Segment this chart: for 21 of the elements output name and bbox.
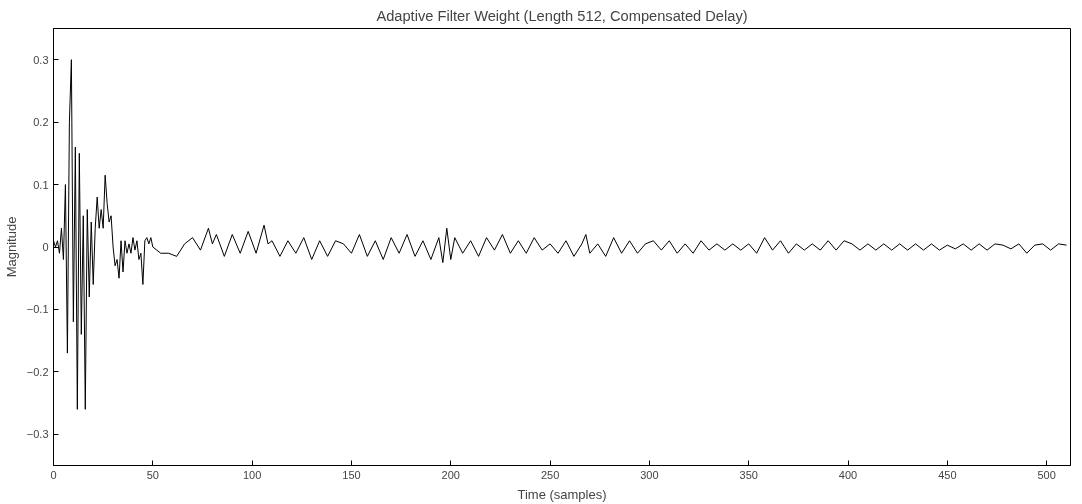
y-tick-label: −0.2: [26, 365, 49, 378]
x-tick-label: 500: [1037, 468, 1056, 481]
y-tick-label: 0.1: [33, 178, 49, 191]
x-tick-label: 250: [540, 468, 560, 481]
x-tick-label: 150: [342, 468, 361, 481]
x-tick-label: 400: [838, 468, 858, 481]
x-tick-label: 200: [441, 468, 460, 481]
x-tick-label: 0: [50, 468, 57, 481]
y-tick-label: −0.3: [26, 428, 49, 441]
y-tick-label: 0.2: [33, 116, 49, 129]
x-tick-label: 450: [938, 468, 957, 481]
x-axis-title: Time (samples): [517, 486, 607, 502]
y-axis-title: Magnitude: [3, 216, 19, 278]
y-tick-label: 0.3: [33, 53, 49, 66]
chart-title: Adaptive Filter Weight (Length 512, Compensated Delay): [376, 7, 748, 24]
x-tick-label: 100: [242, 468, 262, 481]
y-tick-label: −0.1: [26, 303, 49, 316]
y-tick-label: 0: [42, 241, 49, 253]
x-tick-label: 50: [146, 468, 159, 481]
x-tick-label: 300: [640, 468, 659, 481]
x-tick-label: 350: [739, 468, 758, 481]
